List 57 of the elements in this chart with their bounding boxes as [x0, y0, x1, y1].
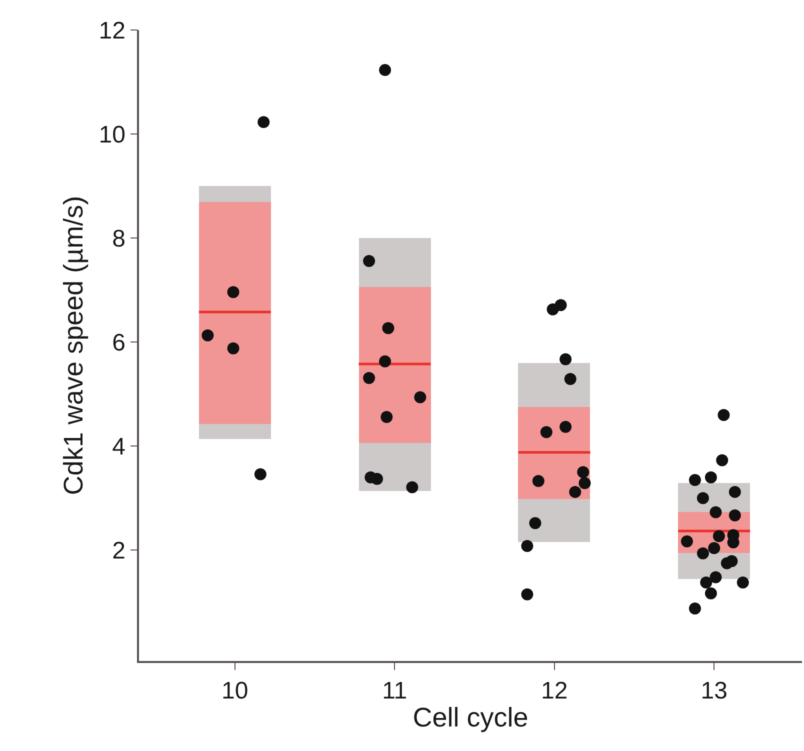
point [227, 286, 240, 298]
y-tick-label: 12 [98, 17, 126, 44]
point [532, 475, 544, 488]
point [363, 372, 376, 384]
point [414, 391, 426, 404]
point [521, 540, 534, 552]
point [227, 342, 240, 354]
point [716, 454, 728, 466]
point [728, 509, 741, 522]
point [710, 506, 722, 518]
y-tick-label: 10 [98, 121, 126, 148]
point [569, 486, 582, 498]
point [560, 420, 572, 433]
point [578, 477, 591, 490]
point [688, 602, 701, 614]
x-tick-label: 10 [222, 678, 248, 705]
point [406, 481, 418, 494]
point [564, 373, 576, 386]
y-tick-label: 6 [112, 330, 126, 357]
x-tick-label: 12 [541, 678, 568, 705]
point [554, 299, 567, 312]
point [680, 535, 693, 548]
x-tick-label: 11 [382, 678, 408, 705]
point [258, 116, 270, 128]
x-tick-label: 13 [700, 678, 728, 705]
y-axis-title: Cdk1 wave speed (µm/s) [58, 196, 88, 496]
point [202, 329, 214, 342]
point [577, 466, 590, 478]
point [254, 468, 266, 480]
point [382, 322, 394, 334]
x-axis-title: Cell cycle [412, 702, 528, 732]
point [710, 571, 722, 584]
point [704, 471, 717, 484]
bar [359, 287, 431, 443]
point [688, 474, 701, 486]
y-tick-label: 4 [112, 434, 126, 461]
point [380, 411, 393, 424]
point [379, 64, 392, 76]
point [379, 355, 392, 368]
point [371, 472, 384, 485]
point [540, 426, 552, 438]
point [696, 492, 709, 504]
point [521, 588, 534, 600]
point [363, 254, 376, 267]
point [718, 408, 730, 421]
point [704, 587, 717, 600]
point [696, 547, 709, 560]
y-tick-label: 8 [112, 225, 126, 252]
point [726, 555, 738, 568]
point [700, 576, 712, 588]
point [728, 486, 741, 498]
point [560, 353, 572, 366]
point [712, 530, 725, 542]
point [529, 517, 542, 530]
point [736, 576, 749, 588]
point [708, 542, 720, 554]
y-tick-label: 2 [112, 538, 126, 565]
